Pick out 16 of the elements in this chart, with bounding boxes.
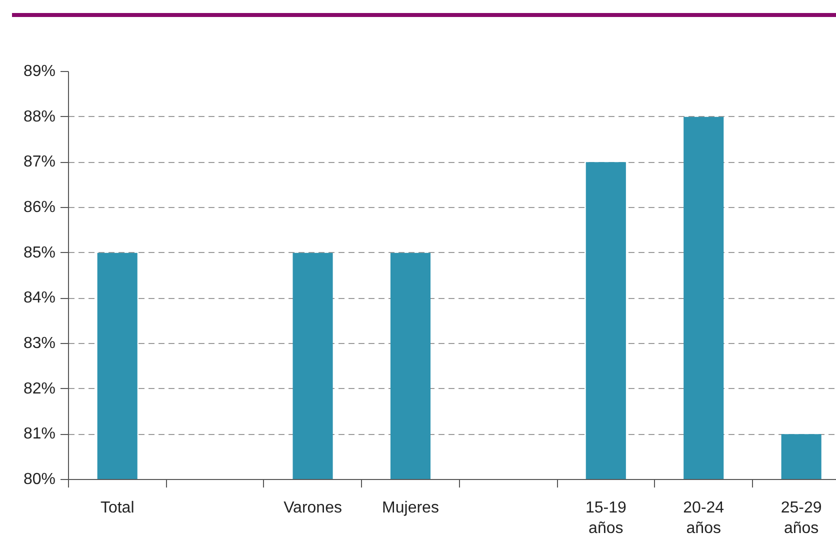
x-tick-label: 15-19 años <box>585 500 626 537</box>
x-tick-label: Total <box>100 500 134 516</box>
y-tick-label: 87% <box>23 154 56 171</box>
x-tick-label: 25-29 años <box>780 500 822 537</box>
y-tick-label: 89% <box>23 63 56 80</box>
y-tick-label: 81% <box>23 426 56 443</box>
y-tick-label: 83% <box>23 335 56 352</box>
y-tick-label: 84% <box>23 290 56 307</box>
y-tick-label: 85% <box>23 244 56 262</box>
y-tick-label: 82% <box>23 380 56 398</box>
x-tick-label: 20-24 años <box>683 500 724 537</box>
y-tick-label: 88% <box>23 108 56 126</box>
x-tick-label: Mujeres <box>382 500 439 516</box>
x-tick-label: Varones <box>284 500 342 516</box>
y-tick-label: 86% <box>23 199 56 216</box>
y-tick-label: 80% <box>23 471 56 488</box>
